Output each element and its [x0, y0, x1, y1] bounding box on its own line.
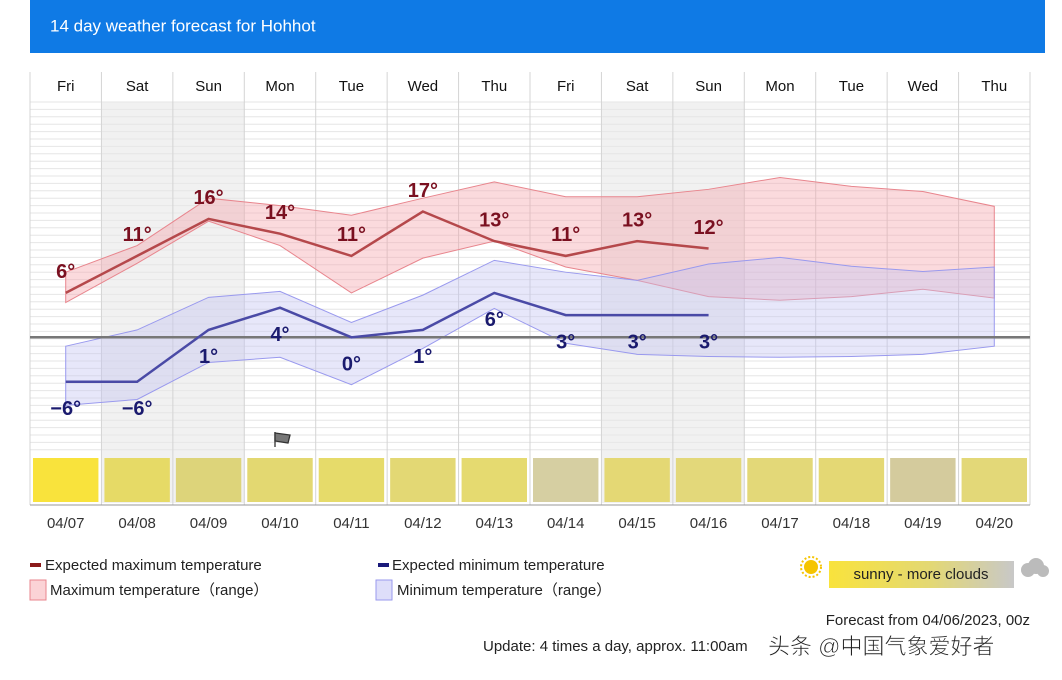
weekday-label: Tue: [339, 78, 364, 95]
legend-label: Expected maximum temperature: [45, 557, 262, 574]
sky-box: [604, 458, 670, 502]
weekday-label: Wed: [908, 78, 939, 95]
date-label: 04/12: [404, 515, 442, 532]
legend-label: Expected minimum temperature: [392, 557, 605, 574]
value-label: 1°: [413, 346, 432, 368]
value-label: 16°: [193, 187, 223, 209]
sky-box: [818, 458, 885, 502]
date-label: 04/11: [333, 515, 369, 532]
date-label: 04/17: [761, 515, 799, 532]
weekday-label: Fri: [557, 78, 575, 95]
sky-legend-label: sunny - more clouds: [853, 566, 988, 583]
sky-box: [247, 458, 313, 502]
sky-box: [318, 458, 385, 502]
value-label: −6°: [50, 398, 81, 420]
weekday-label: Sun: [195, 78, 222, 95]
value-label: 11°: [123, 224, 152, 246]
value-label: 3°: [699, 331, 718, 353]
grid: [29, 72, 1031, 505]
sun-icon: [800, 556, 822, 578]
date-label: 04/10: [261, 515, 299, 532]
legend-swatch: [375, 579, 393, 601]
date-label: 04/15: [618, 515, 656, 532]
legend-label: Minimum temperature（range）: [397, 582, 611, 599]
weekday-label: Thu: [981, 78, 1007, 95]
sky-box: [33, 458, 99, 502]
date-label: 04/08: [118, 515, 156, 532]
value-label: 14°: [265, 202, 295, 224]
weekday-label: Sat: [626, 78, 649, 95]
weekday-label: Wed: [408, 78, 439, 95]
date-label: 04/18: [833, 515, 871, 532]
value-label: 12°: [693, 217, 723, 239]
forecast-from: Forecast from 04/06/2023, 00z: [826, 612, 1030, 629]
value-label: −6°: [122, 398, 153, 420]
value-label: 11°: [337, 224, 366, 246]
date-label: 04/07: [47, 515, 85, 532]
title: 14 day weather forecast for Hohhot: [50, 16, 316, 35]
sky-box: [461, 458, 527, 502]
value-label: 13°: [622, 209, 652, 231]
legend-swatch: [30, 563, 41, 567]
cloud-icon: [1021, 558, 1049, 577]
sky-box: [533, 458, 599, 502]
date-label: 04/09: [190, 515, 228, 532]
update-note: Update: 4 times a day, approx. 11:00am: [483, 638, 748, 655]
sky-box: [175, 458, 242, 502]
sky-box: [675, 458, 742, 502]
weekday-label: Mon: [265, 78, 294, 95]
wind-icon: [274, 432, 291, 447]
value-label: 17°: [408, 180, 438, 202]
temperature-line: [65, 210, 709, 295]
sky-legend-bar: [829, 561, 1014, 588]
legend-swatch: [378, 563, 389, 567]
date-label: 04/16: [690, 515, 728, 532]
sky-box: [961, 458, 1027, 502]
range-band: [65, 256, 995, 406]
value-label: 3°: [556, 331, 575, 353]
sky-box: [104, 458, 170, 502]
value-label: 11°: [551, 224, 580, 246]
legend-swatch: [29, 579, 47, 601]
value-label: 3°: [628, 331, 647, 353]
value-label: 0°: [342, 354, 361, 376]
weekday-label: Mon: [765, 78, 794, 95]
watermark: 头条 @中国气象爱好者: [768, 634, 994, 659]
date-label: 04/14: [547, 515, 585, 532]
sky-box: [390, 458, 456, 502]
weekday-label: Sat: [126, 78, 149, 95]
weekday-label: Sun: [695, 78, 722, 95]
weekday-label: Tue: [839, 78, 864, 95]
header: [30, 0, 1045, 53]
legend-label: Maximum temperature（range）: [50, 582, 268, 599]
weekday-label: Thu: [481, 78, 507, 95]
sky-box: [747, 458, 813, 502]
sky-box: [890, 458, 956, 502]
temperature-line: [65, 291, 709, 383]
value-label: 6°: [485, 309, 504, 331]
value-label: 13°: [479, 209, 509, 231]
date-label: 04/13: [476, 515, 514, 532]
date-label: 04/19: [904, 515, 942, 532]
weekday-label: Fri: [57, 78, 75, 95]
value-label: 4°: [270, 324, 289, 346]
value-label: 1°: [199, 346, 218, 368]
value-label: 6°: [56, 261, 75, 283]
date-label: 04/20: [976, 515, 1014, 532]
